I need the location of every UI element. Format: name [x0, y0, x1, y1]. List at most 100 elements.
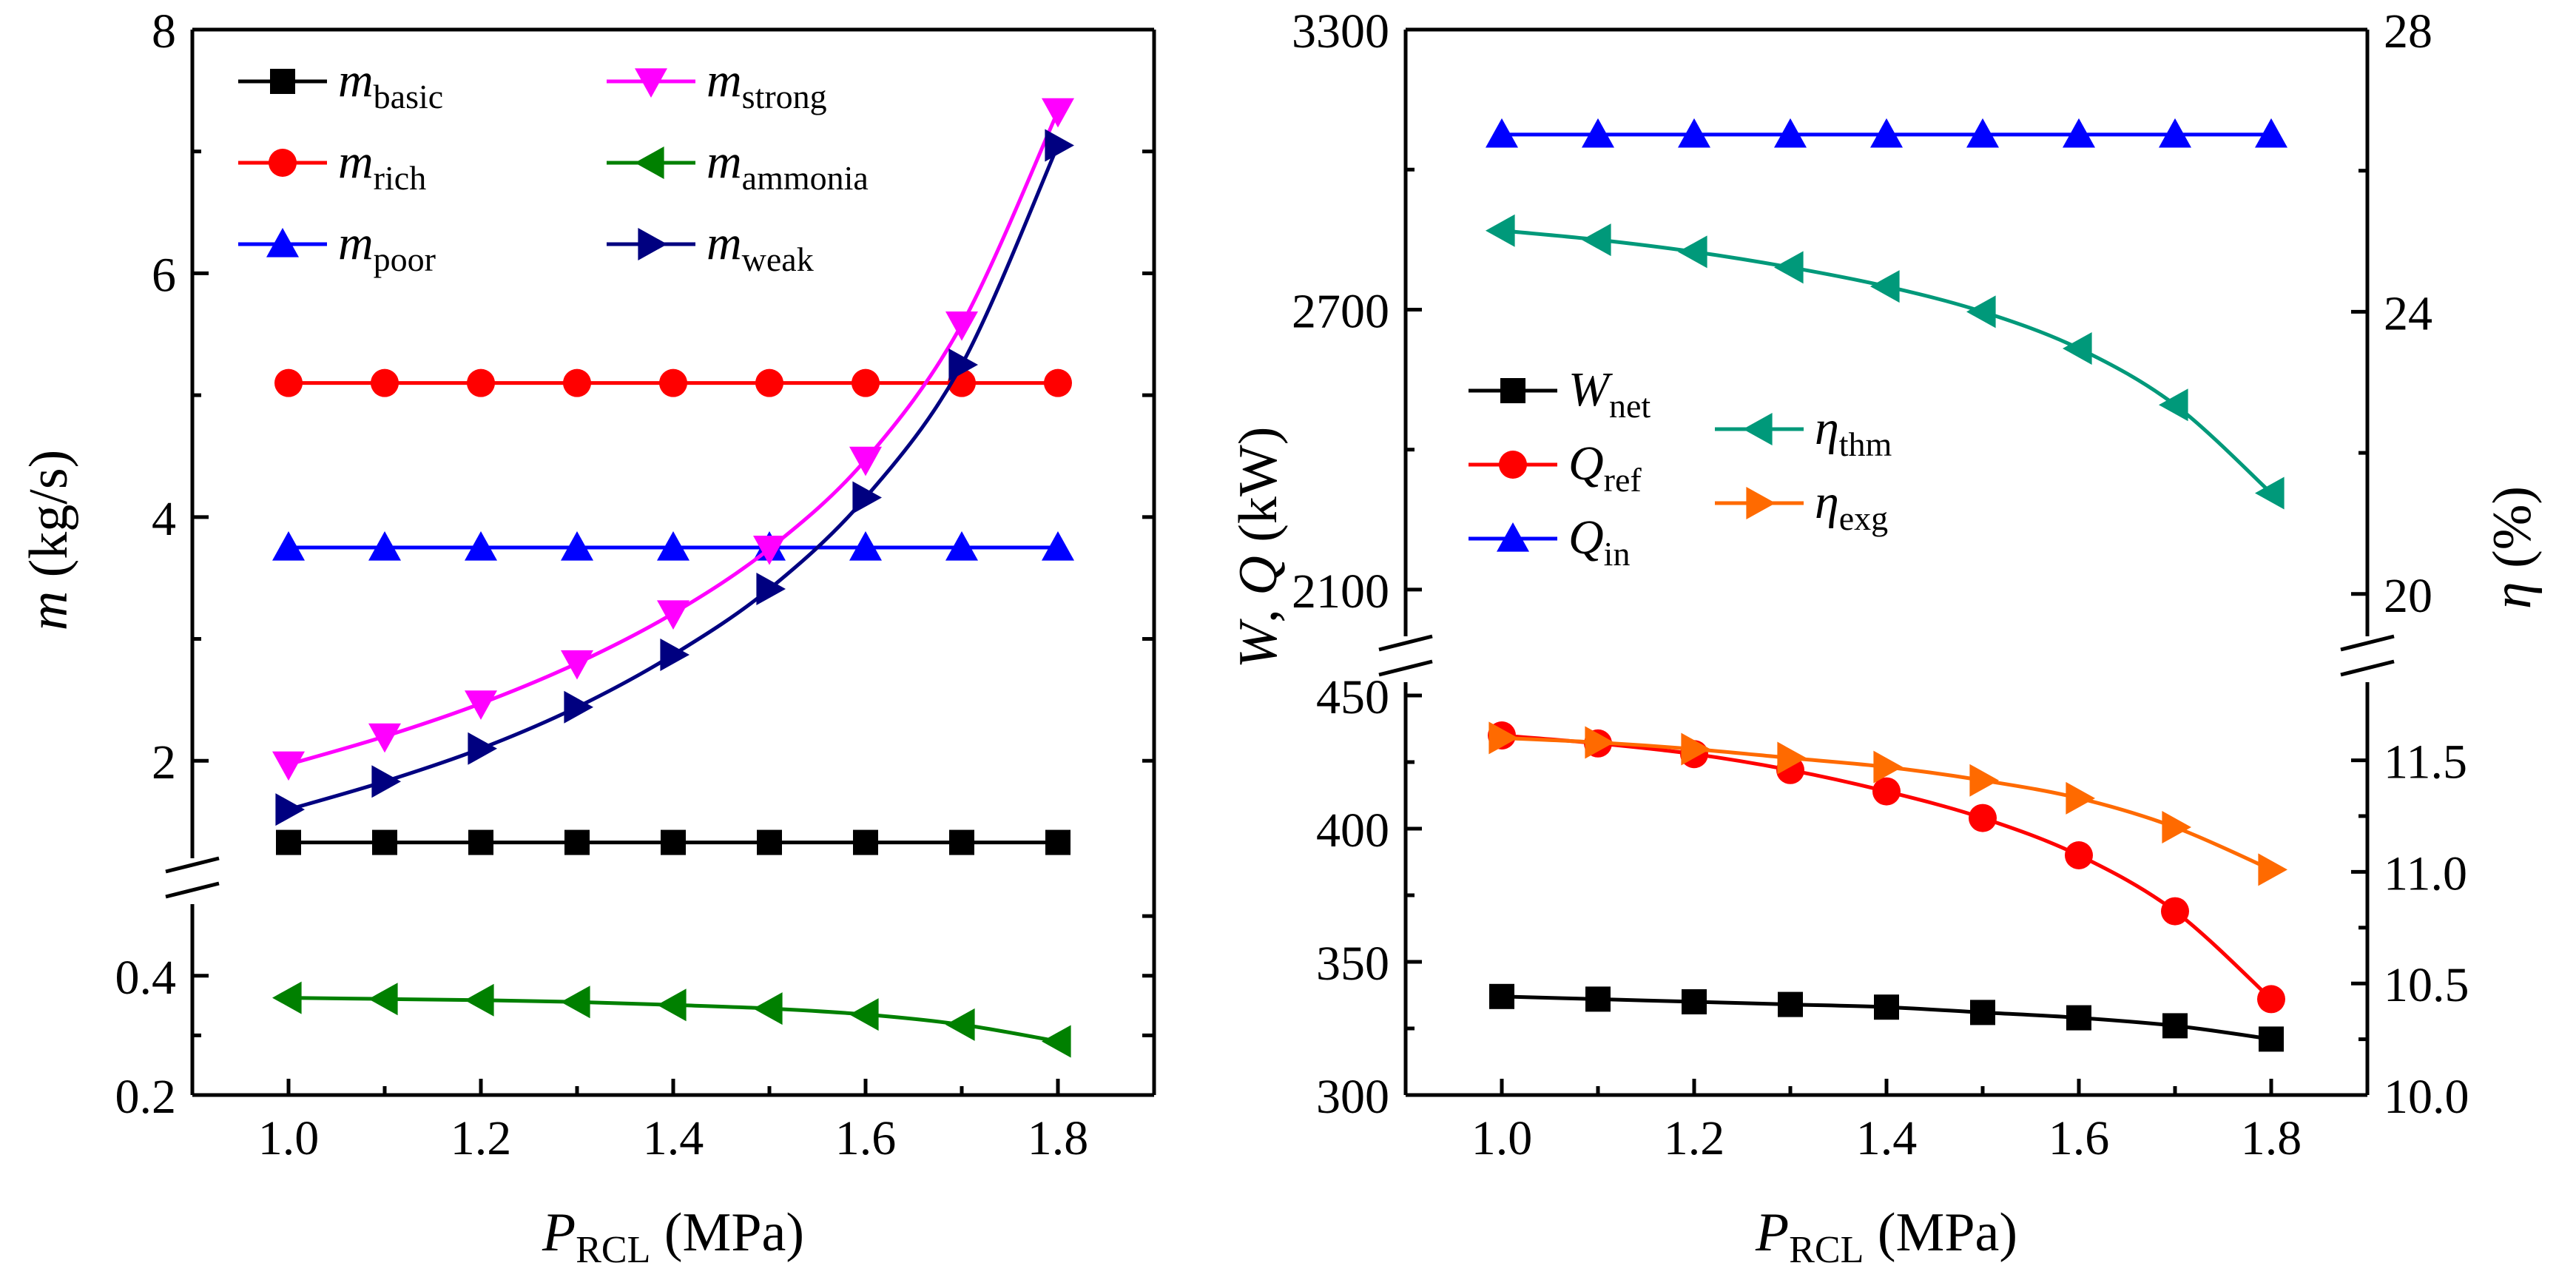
point-strong-4 [657, 600, 689, 630]
right-ly-upper-tick-label-0: 2100 [1292, 565, 1389, 619]
point-strong-5 [753, 536, 786, 565]
right-x-tick-label-4: 1.8 [2241, 1111, 2302, 1165]
point-strong-1 [368, 723, 401, 753]
legend-label-qref: Qref [1568, 437, 1642, 499]
point-ethm-4 [1870, 270, 1900, 303]
legend-marker-wnet [1500, 378, 1525, 403]
left-axis-break [165, 856, 220, 899]
left-x-axis-label: PRCL (MPa) [542, 1202, 804, 1271]
point-ammonia-4 [657, 988, 687, 1022]
right-chart-frame [1403, 27, 2370, 1097]
point-qref-7 [2161, 897, 2189, 926]
right-ly-upper-tick-label-1: 2700 [1292, 284, 1389, 338]
point-weak-6 [852, 481, 882, 514]
legend-marker-poor [266, 228, 299, 257]
right-ry-lower-tick-label-1: 10.5 [2384, 958, 2469, 1012]
left-x-tick-label-4: 1.8 [1028, 1111, 1089, 1165]
legend-marker-eexg [1746, 487, 1776, 519]
left-y-ticks: 2 4 6 8 0.2 0.4 [115, 4, 1154, 1124]
point-basic-8 [1045, 829, 1070, 855]
point-eexg-0 [1488, 721, 1518, 755]
right-x-tick-label-2: 1.4 [1856, 1111, 1918, 1165]
point-qin-2 [1678, 118, 1710, 148]
right-y-axis-label-right: η (%) [2482, 486, 2543, 609]
left-x-tick-label-0: 1.0 [258, 1111, 320, 1165]
point-qin-4 [1870, 118, 1903, 148]
legend-marker-strong [635, 68, 667, 98]
legend-marker-ethm [1743, 413, 1773, 445]
series-rich [274, 368, 1072, 397]
left-y-lower-tick-label-0: 0.2 [115, 1070, 177, 1124]
legend-item-ammonia: mammonia [607, 135, 869, 197]
legend-item-strong: mstrong [607, 53, 827, 115]
point-rich-0 [274, 368, 303, 397]
point-poor-3 [561, 531, 593, 561]
point-strong-3 [561, 650, 593, 680]
left-x-tick-label-2: 1.4 [643, 1111, 704, 1165]
legend-label-poor: mpoor [338, 216, 436, 278]
point-weak-7 [948, 348, 978, 381]
point-ethm-8 [2255, 476, 2285, 510]
left-x-tick-label-3: 1.6 [835, 1111, 897, 1165]
point-strong-2 [465, 690, 497, 720]
legend-item-rich: mrich [238, 135, 426, 197]
point-wnet-2 [1682, 989, 1707, 1014]
series-ammonia [272, 981, 1071, 1058]
point-poor-4 [657, 531, 689, 561]
legend-marker-weak [638, 228, 667, 260]
point-qref-4 [1872, 777, 1901, 806]
series-line-strong [288, 110, 1060, 767]
right-ry-upper-tick-label-2: 28 [2384, 4, 2432, 58]
point-qref-5 [1969, 804, 1997, 832]
point-weak-1 [371, 765, 401, 798]
legend-label-strong: mstrong [707, 53, 827, 115]
left-x-ticks: 1.0 1.2 1.4 1.6 1.8 [258, 1079, 1089, 1165]
point-strong-6 [849, 446, 882, 476]
point-ammonia-7 [945, 1008, 975, 1041]
point-rich-3 [563, 368, 591, 397]
right-chart: 2100 2700 3300 300 350 400 450 20 24 28 10.0 10.5 1… [1228, 4, 2543, 1271]
series-ethm [1486, 214, 2285, 510]
point-basic-3 [564, 829, 590, 855]
legend-label-eexg: ηexg [1815, 475, 1888, 537]
left-y-upper-tick-label-1: 4 [152, 492, 176, 546]
point-weak-4 [660, 638, 689, 671]
right-x-ticks: 1.0 1.2 1.4 1.6 1.8 [1471, 1079, 2302, 1165]
right-ly-lower-tick-label-2: 400 [1316, 804, 1389, 858]
point-ethm-5 [1966, 295, 1996, 329]
point-poor-0 [272, 531, 305, 561]
point-eexg-8 [2258, 853, 2287, 886]
legend-label-rich: mrich [338, 135, 426, 197]
left-chart-frame [190, 27, 1156, 1097]
point-eexg-1 [1585, 726, 1614, 759]
right-ly-lower-tick-label-3: 450 [1316, 670, 1389, 724]
point-strong-7 [945, 311, 978, 341]
legend-marker-rich [269, 149, 297, 177]
point-rich-2 [467, 368, 495, 397]
point-qin-3 [1774, 118, 1807, 148]
point-eexg-3 [1777, 741, 1807, 775]
legend-label-weak: mweak [707, 216, 814, 278]
point-qref-8 [2257, 985, 2285, 1014]
point-weak-3 [564, 690, 593, 724]
point-wnet-0 [1489, 983, 1514, 1009]
series-qin [1486, 118, 2287, 148]
legend-item-wnet: Wnet [1469, 363, 1651, 425]
point-qin-8 [2255, 118, 2287, 148]
right-x-axis-label: PRCL (MPa) [1755, 1202, 2017, 1271]
right-ry-lower-tick-label-2: 11.0 [2384, 846, 2467, 900]
point-poor-2 [465, 531, 497, 561]
point-eexg-5 [1969, 764, 1999, 797]
point-basic-4 [661, 829, 686, 855]
point-qin-7 [2159, 118, 2191, 148]
point-poor-1 [368, 531, 401, 561]
left-x-tick-label-1: 1.2 [451, 1111, 512, 1165]
right-right-y-ticks: 20 24 28 10.0 10.5 11.0 11.5 [2351, 4, 2469, 1124]
right-ry-lower-tick-label-3: 11.5 [2384, 735, 2467, 789]
right-legend: Wnet Qref Qin ηthm ηexg [1469, 363, 1892, 573]
point-rich-8 [1044, 368, 1072, 397]
point-eexg-6 [2066, 781, 2095, 815]
right-chart-marks [1486, 118, 2287, 1052]
left-y-upper-tick-label-0: 2 [152, 735, 176, 789]
left-chart-marks [272, 98, 1074, 1058]
